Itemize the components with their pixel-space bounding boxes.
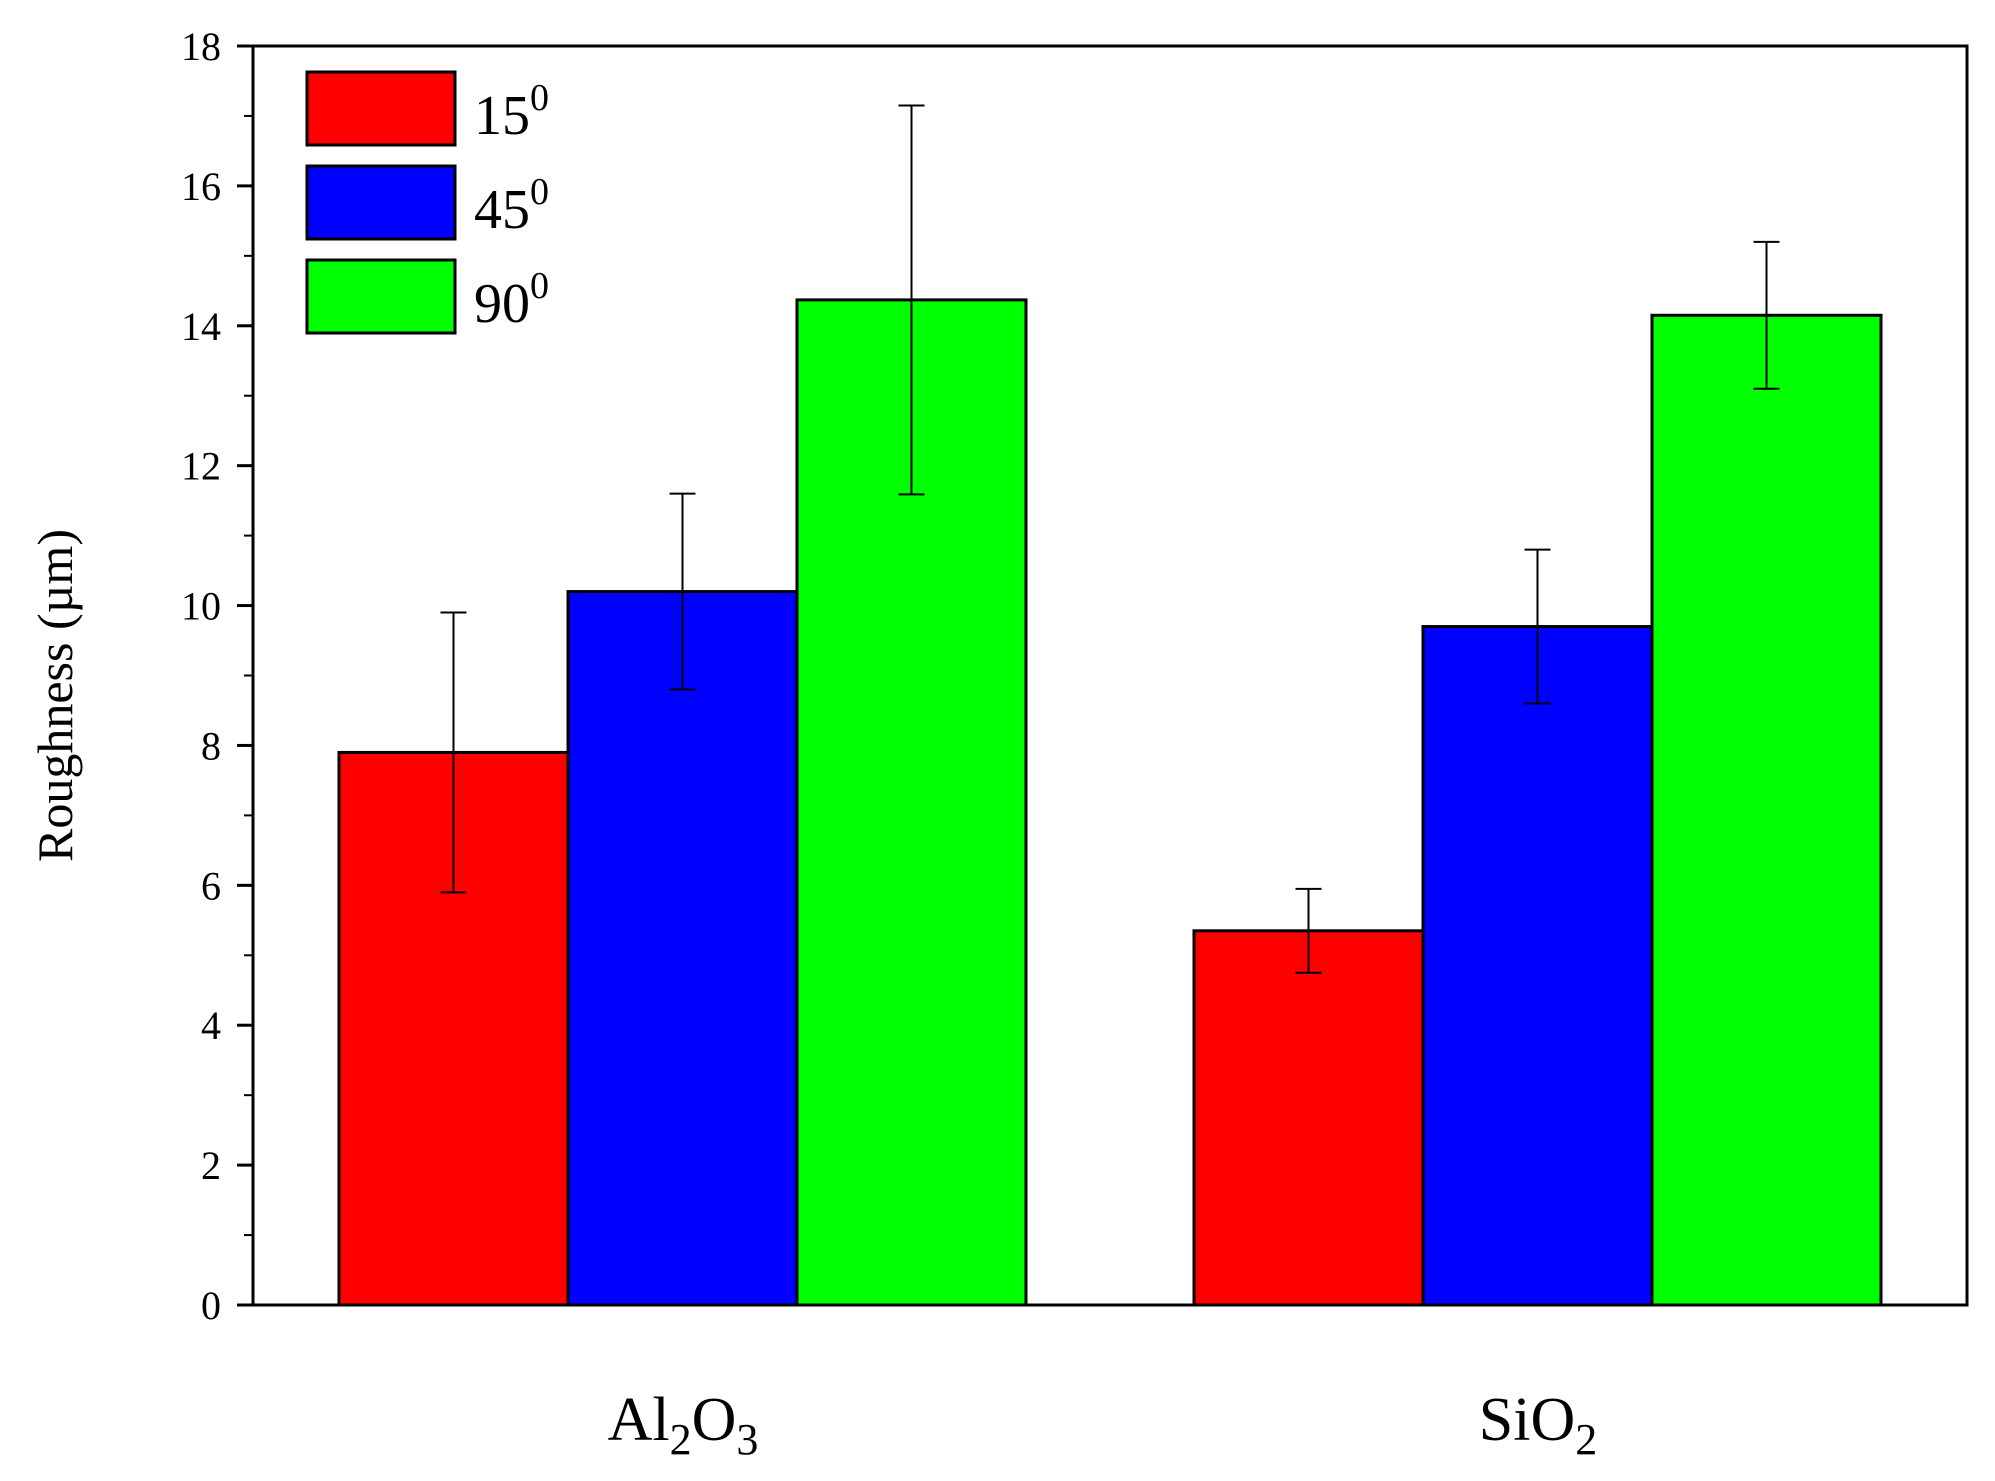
y-tick-label: 16 xyxy=(181,164,221,209)
legend-swatch-45 xyxy=(305,164,457,241)
x-category-label: Al2O3 xyxy=(608,1386,759,1464)
legend-label-15: 150 xyxy=(474,77,549,147)
y-tick-label: 0 xyxy=(201,1283,221,1328)
y-axis-title: Roughness (µm) xyxy=(27,529,83,862)
bar-15-1 xyxy=(1192,929,1425,1307)
category-subscript: 3 xyxy=(736,1415,758,1464)
legend-label-superscript: 0 xyxy=(530,265,549,307)
y-tick-label: 6 xyxy=(201,863,221,908)
legend-label-90: 900 xyxy=(474,265,549,335)
bar-90-1 xyxy=(1650,313,1883,1307)
legend-label-superscript: 0 xyxy=(530,171,549,213)
x-category-label: SiO2 xyxy=(1479,1386,1597,1464)
bar-45-1 xyxy=(1421,625,1654,1307)
category-base: SiO xyxy=(1479,1386,1575,1454)
category-subscript: 2 xyxy=(1575,1415,1597,1464)
legend-swatch-15 xyxy=(305,70,457,147)
legend-label-value: 15 xyxy=(474,85,530,147)
y-tick-label: 2 xyxy=(201,1143,221,1188)
legend-label-value: 90 xyxy=(474,273,530,335)
category-subscript: 2 xyxy=(670,1415,692,1464)
legend-label-superscript: 0 xyxy=(530,77,549,119)
y-tick-label: 14 xyxy=(181,304,221,349)
y-tick-label: 8 xyxy=(201,723,221,768)
legend-swatch-90 xyxy=(305,258,457,335)
y-tick-label: 4 xyxy=(201,1003,221,1048)
bar-45-0 xyxy=(566,590,799,1307)
y-tick-label: 10 xyxy=(181,584,221,629)
y-tick-label: 18 xyxy=(181,24,221,69)
y-tick-label: 12 xyxy=(181,444,221,489)
legend-label-value: 45 xyxy=(474,179,530,241)
bars-layer xyxy=(337,104,1883,1307)
category-base: Al xyxy=(608,1386,670,1454)
legend-label-45: 450 xyxy=(474,171,549,241)
category-mid: O xyxy=(692,1386,737,1454)
